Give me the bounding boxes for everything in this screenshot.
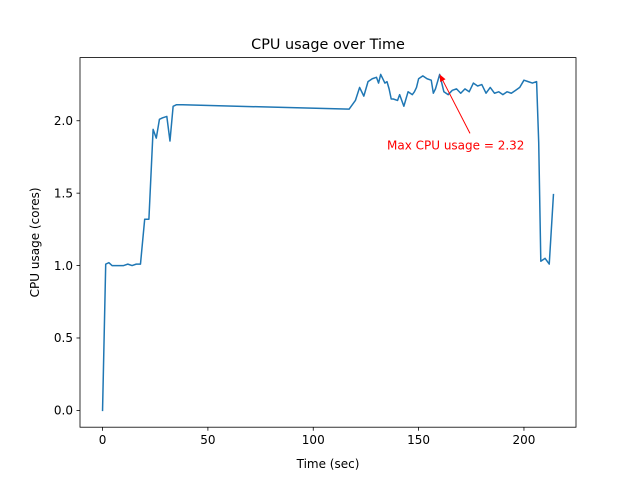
x-tick-label: 0 [99, 433, 107, 447]
y-tick-label: 2.0 [54, 114, 73, 128]
annotation-arrow-line [440, 75, 471, 134]
x-tick-label: 200 [513, 433, 536, 447]
y-tick-label: 1.0 [54, 259, 73, 273]
plot-frame [79, 57, 577, 428]
x-tick-label: 50 [200, 433, 215, 447]
x-tick-label: 150 [407, 433, 430, 447]
y-tick-label: 0.5 [54, 331, 73, 345]
series-line [101, 73, 555, 412]
y-tick-label: 1.5 [54, 186, 73, 200]
x-tick-label: 100 [302, 433, 325, 447]
chart-title: CPU usage over Time [251, 37, 405, 53]
y-axis-label: CPU usage (cores) [28, 187, 42, 297]
plot-area [80, 57, 576, 428]
annotation-text: Max CPU usage = 2.32 [387, 138, 524, 152]
x-axis-label: Time (sec) [296, 457, 360, 471]
tick-group: 0 50 100 150 200 0.0 0.5 1.0 1.5 2.0 [54, 114, 536, 447]
y-tick-label: 0.0 [54, 404, 73, 418]
annotation-arrow-head [439, 74, 446, 82]
series-layer [101, 73, 555, 412]
annotation-layer: Max CPU usage = 2.32 [387, 74, 524, 152]
